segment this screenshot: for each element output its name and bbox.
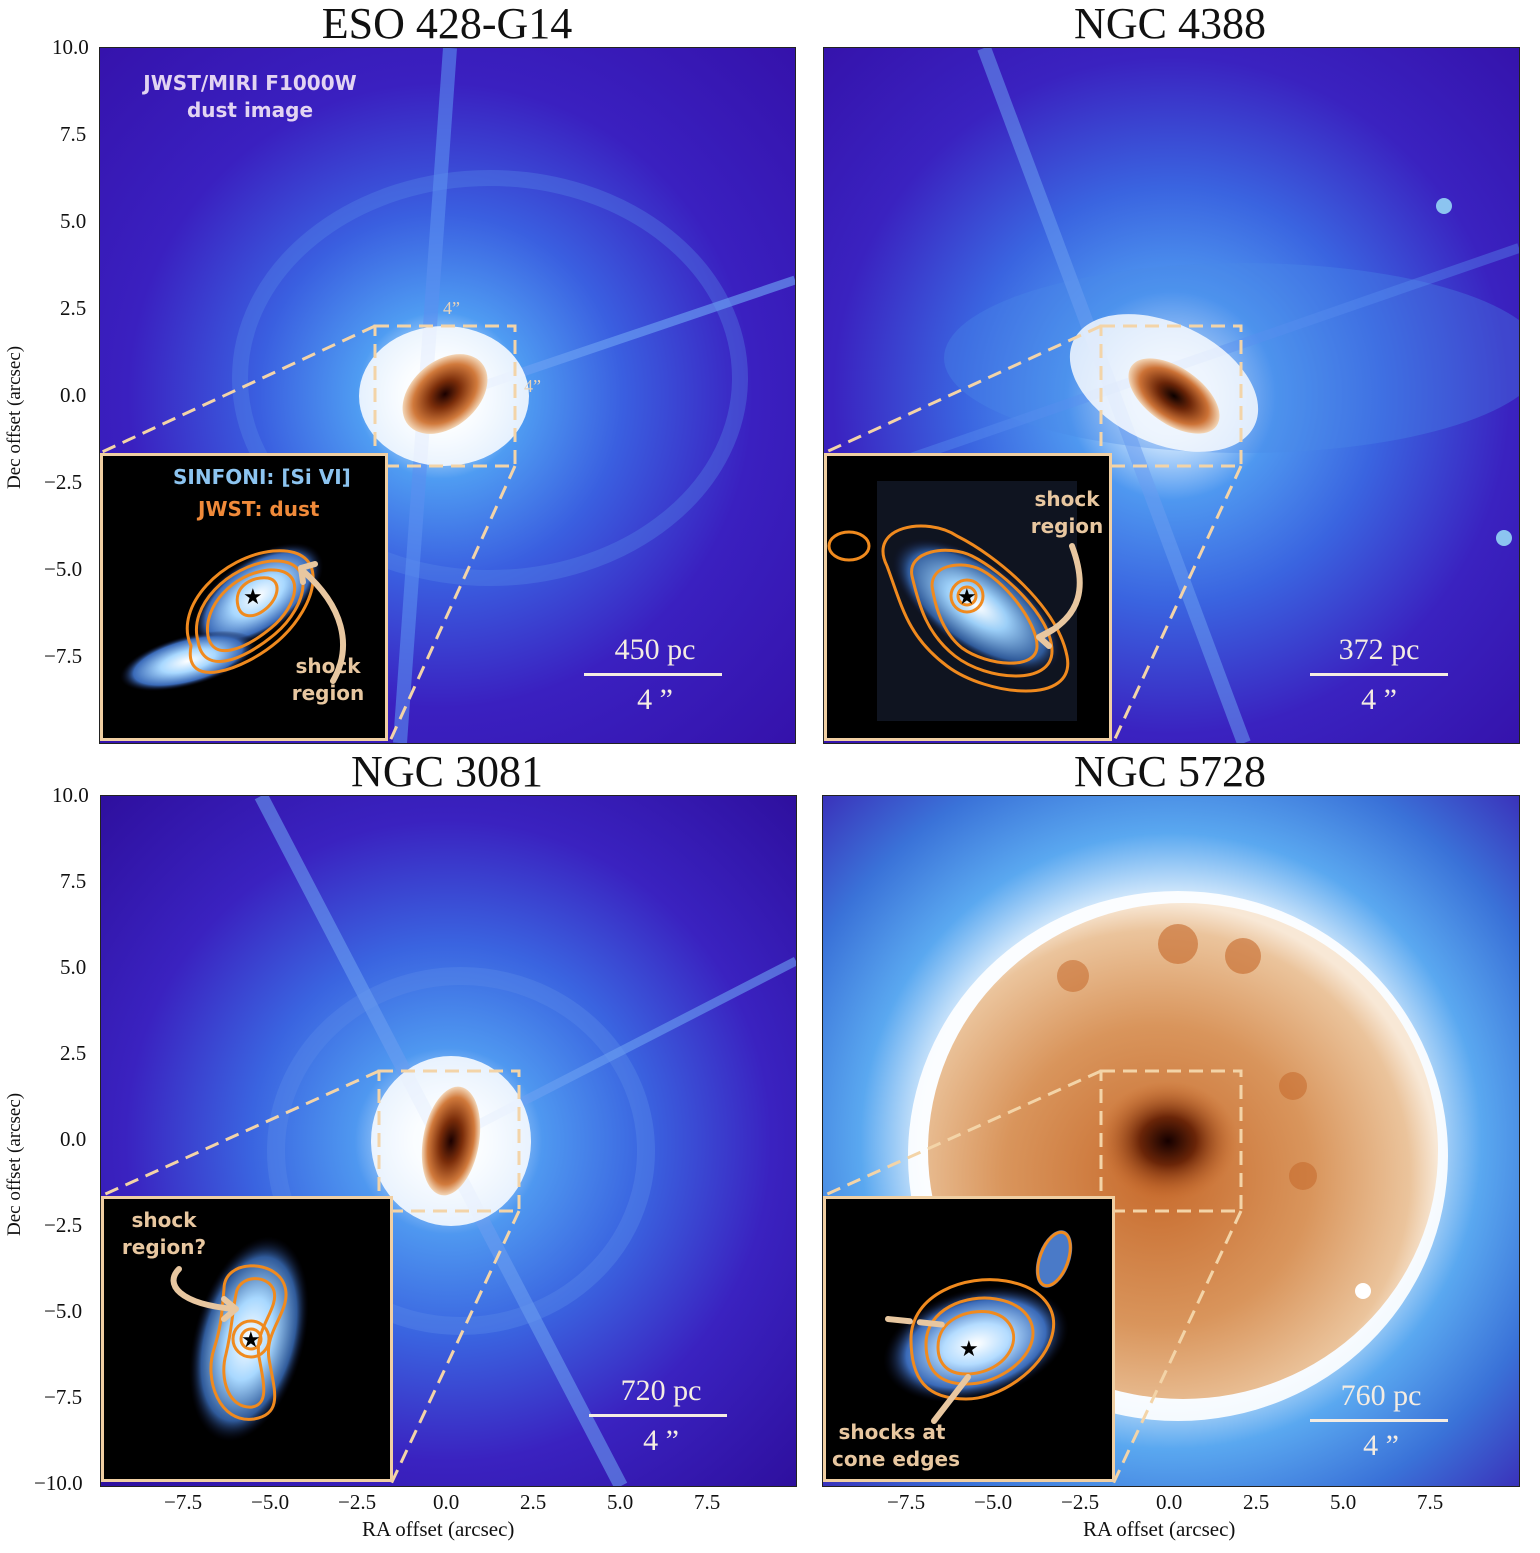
y-axis-label: Dec offset (arcsec) xyxy=(4,345,25,489)
scale-label-pc: 720 pc xyxy=(620,1374,702,1407)
x-axis-label: RA offset (arcsec) xyxy=(362,1517,515,1541)
y-tick: 2.5 xyxy=(60,296,87,320)
y-tick: 5.0 xyxy=(60,209,87,233)
panel-image-eso428: 4” 4” JWST/MIRI F1000W dust image 450 pc… xyxy=(99,47,796,744)
y-tick: 0.0 xyxy=(60,1127,87,1151)
panel-title: NGC 4388 xyxy=(1074,0,1266,48)
x-tick: −2.5 xyxy=(1061,1490,1100,1514)
y-tick: −2.5 xyxy=(44,1213,83,1237)
x-tick: −5.0 xyxy=(251,1490,290,1514)
y-tick: −10.0 xyxy=(34,1471,83,1495)
svg-text:★: ★ xyxy=(243,585,263,610)
image-label-line2: dust image xyxy=(186,98,314,122)
inset-note-line1: shock xyxy=(1034,487,1100,511)
inset-image: ★ xyxy=(120,542,346,692)
y-tick: −5.0 xyxy=(44,557,83,581)
y-tick: −5.0 xyxy=(44,1299,83,1323)
y-tick: 7.5 xyxy=(60,122,87,146)
inset-note-line2: region xyxy=(291,681,365,705)
inset-label-sinfoni: SINFONI: [Si VI] xyxy=(173,465,351,489)
x-tick: 5.0 xyxy=(1330,1490,1357,1514)
svg-text:★: ★ xyxy=(959,1337,979,1362)
box-size-label: 4” xyxy=(524,376,541,396)
inset-note-line2: cone edges xyxy=(832,1447,961,1471)
scale-label-arcsec: 4 ” xyxy=(637,683,673,716)
panel-title: NGC 3081 xyxy=(351,747,543,796)
x-tick: −7.5 xyxy=(887,1490,926,1514)
inset-note-line1: shocks at xyxy=(838,1420,946,1444)
y-tick: 10.0 xyxy=(52,35,89,59)
y-tick: 2.5 xyxy=(60,1041,87,1065)
inset-note: shock region xyxy=(1022,486,1109,540)
scale-label-arcsec: 4 ” xyxy=(643,1424,679,1457)
image-label: JWST/MIRI F1000W dust image xyxy=(120,70,380,124)
x-tick: 0.0 xyxy=(1156,1490,1183,1514)
x-tick: −2.5 xyxy=(338,1490,377,1514)
scale-label-pc: 760 pc xyxy=(1340,1379,1422,1412)
svg-text:★: ★ xyxy=(241,1328,261,1353)
x-tick: 7.5 xyxy=(694,1490,721,1514)
inset-image: ★ xyxy=(827,481,1083,721)
inset-image: ★ xyxy=(170,1236,309,1442)
inset-note-line1: shock xyxy=(131,1208,197,1232)
scale-label-arcsec: 4 ” xyxy=(1361,683,1397,716)
x-tick: 2.5 xyxy=(1243,1490,1270,1514)
inset-image: ★ xyxy=(883,1230,1073,1424)
panel-title: NGC 5728 xyxy=(1074,747,1266,796)
scale-label-pc: 450 pc xyxy=(614,633,696,666)
box-size-label: 4” xyxy=(443,298,460,318)
scale-bar xyxy=(1310,673,1448,676)
scale-bar xyxy=(589,1414,727,1417)
y-tick: −7.5 xyxy=(44,1385,83,1409)
inset-note-line2: region xyxy=(1030,514,1104,538)
x-tick: 0.0 xyxy=(433,1490,460,1514)
scale-label-pc: 372 pc xyxy=(1338,633,1420,666)
panel-image-ngc4388: 372 pc 4 ” ★ xyxy=(823,47,1520,744)
x-axis-label: RA offset (arcsec) xyxy=(1083,1517,1236,1541)
y-tick: 7.5 xyxy=(60,869,87,893)
x-tick: −5.0 xyxy=(974,1490,1013,1514)
panel-title: ESO 428-G14 xyxy=(321,0,573,48)
y-tick: −2.5 xyxy=(44,470,83,494)
inset-sinfoni: ★ shock region xyxy=(824,453,1112,741)
x-tick: 2.5 xyxy=(520,1490,547,1514)
inset-sinfoni: ★ SINFONI: [Si VI] JWST: dust shock regi… xyxy=(100,453,388,741)
scale-bar xyxy=(584,673,722,676)
y-axis-label: Dec offset (arcsec) xyxy=(4,1092,25,1236)
dust-image xyxy=(101,796,796,1486)
inset-note: shocks at cone edges xyxy=(832,1419,961,1473)
inset-note: shock region xyxy=(283,653,373,707)
svg-text:★: ★ xyxy=(957,585,977,610)
inset-note-line1: shock xyxy=(295,654,361,678)
panel-image-ngc3081: 720 pc 4 ” ★ shock xyxy=(100,795,797,1487)
inset-note-line2: region? xyxy=(121,1235,207,1259)
y-tick: 0.0 xyxy=(60,383,87,407)
panel-image-ngc5728: 760 pc 4 ” ★ xyxy=(822,795,1520,1487)
y-tick: 5.0 xyxy=(60,955,87,979)
image-label-line1: JWST/MIRI F1000W xyxy=(143,71,357,95)
scale-label-arcsec: 4 ” xyxy=(1363,1429,1399,1462)
inset-sinfoni: ★ shocks at cone edges xyxy=(823,1196,1115,1482)
x-tick: 7.5 xyxy=(1417,1490,1444,1514)
y-tick: 10.0 xyxy=(52,783,89,807)
inset-note: shock region? xyxy=(114,1207,214,1261)
y-tick: −7.5 xyxy=(44,644,83,668)
inset-sinfoni: ★ shock region? xyxy=(101,1196,393,1482)
x-tick: −7.5 xyxy=(164,1490,203,1514)
scale-bar xyxy=(1310,1419,1448,1422)
x-tick: 5.0 xyxy=(607,1490,634,1514)
inset-label-jwst: JWST: dust xyxy=(198,497,320,521)
